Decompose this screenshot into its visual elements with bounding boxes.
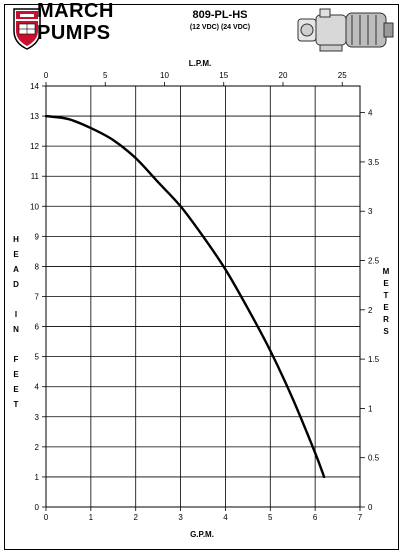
y-tick-label: 0 <box>35 503 40 512</box>
y2-tick-label: 1 <box>368 404 373 413</box>
march-pumps-logo <box>13 8 41 50</box>
y2-tick-label: 1.5 <box>368 355 380 364</box>
pump-illustration <box>297 8 394 52</box>
y-tick-label: 7 <box>35 293 40 302</box>
top-axis-label: L.P.M. <box>188 59 212 68</box>
y-tick-label: 12 <box>30 142 39 151</box>
x-tick-label: 0 <box>44 513 49 522</box>
y-tick-label: 4 <box>35 383 40 392</box>
x2-tick-label: 0 <box>44 71 49 80</box>
y-tick-label: 9 <box>35 232 40 241</box>
y-tick-label: 10 <box>30 202 39 211</box>
x2-tick-label: 5 <box>103 71 108 80</box>
y-tick-label: 5 <box>35 353 40 362</box>
y-tick-label: 13 <box>30 112 39 121</box>
chart-grid <box>45 85 361 508</box>
x-tick-label: 1 <box>89 513 94 522</box>
x-tick-label: 2 <box>133 513 138 522</box>
pump-icon <box>297 8 394 52</box>
shield-crest-icon <box>13 8 41 50</box>
y-tick-label: 11 <box>31 172 40 181</box>
y2-tick-label: 4 <box>368 109 373 118</box>
brand-name-line1: MARCH <box>37 0 114 22</box>
brand-name-line2: PUMPS <box>37 22 111 44</box>
y-tick-label: 8 <box>35 262 40 271</box>
y2-tick-label: 0.5 <box>368 454 380 463</box>
y-tick-label: 6 <box>35 323 40 332</box>
y2-tick-label: 3.5 <box>368 158 380 167</box>
y2-tick-label: 0 <box>368 503 373 512</box>
voltage-subtitle: (12 VDC) (24 VDC) <box>189 24 251 31</box>
y2-tick-label: 2.5 <box>368 257 380 266</box>
x2-tick-label: 20 <box>279 71 288 80</box>
x-tick-label: 7 <box>358 513 363 522</box>
series-line-0 <box>44 114 326 479</box>
y2-tick-label: 2 <box>368 306 373 315</box>
x-tick-label: 4 <box>223 513 228 522</box>
chart-frame <box>4 4 399 550</box>
x-tick-label: 3 <box>178 513 183 522</box>
x2-tick-label: 25 <box>338 71 347 80</box>
x-tick-label: 6 <box>313 513 318 522</box>
x2-tick-label: 10 <box>160 71 169 80</box>
chart-series <box>44 114 326 479</box>
model-title: 809-PL-HS <box>192 9 248 21</box>
y-tick-label: 14 <box>30 82 39 91</box>
bottom-axis-label: G.P.M. <box>190 530 214 539</box>
y-tick-label: 3 <box>35 413 40 422</box>
y-tick-label: 2 <box>35 443 40 452</box>
y-tick-label: 1 <box>35 473 40 482</box>
x2-tick-label: 15 <box>219 71 228 80</box>
y2-tick-label: 3 <box>368 207 373 216</box>
x-tick-label: 5 <box>268 513 273 522</box>
